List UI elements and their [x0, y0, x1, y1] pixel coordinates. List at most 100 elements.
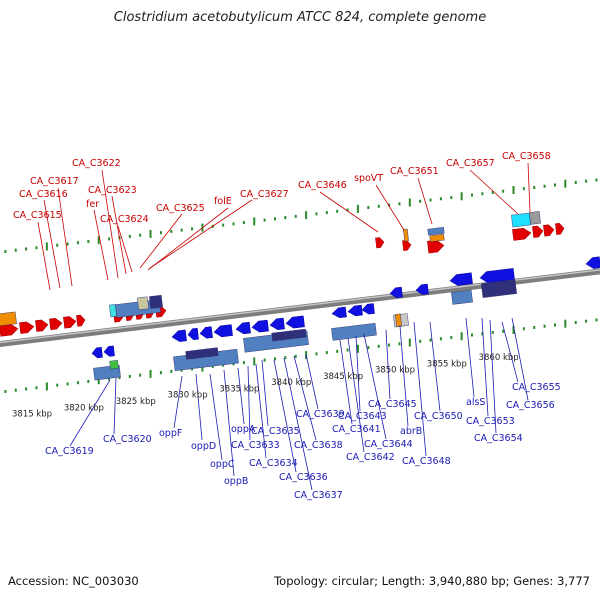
- lower-scale-dot: [284, 356, 287, 360]
- forward-gene-arrow: [555, 223, 565, 235]
- lower-scale-dot: [4, 389, 7, 393]
- reverse_genes-callout: [385, 329, 391, 400]
- reverse_genes-label: CA_C3656: [506, 400, 555, 411]
- upper-scale-dot: [149, 229, 152, 238]
- reverse_genes-label: CA_C3653: [466, 416, 515, 427]
- kbp-tick-label: 3830 kbp: [168, 391, 208, 401]
- lower-scale-dot: [139, 373, 142, 377]
- genome-summary: Topology: circular; Length: 3,940,880 bp…: [274, 574, 590, 588]
- lower-scale-dot: [574, 320, 577, 324]
- reverse_genes-callout: [293, 355, 317, 441]
- reverse_genes-callout: [355, 335, 361, 412]
- upper-scale-dot: [471, 193, 474, 197]
- reverse_genes-label: oppC: [210, 459, 235, 470]
- lower-scale-dot: [87, 379, 90, 383]
- upper-scale-dot: [139, 233, 142, 237]
- forward_genes-label: folE: [214, 196, 232, 207]
- upper-scale-dot: [242, 221, 245, 225]
- reverse_genes-callout: [69, 379, 111, 447]
- lower-scale-dot: [325, 351, 328, 355]
- reverse_genes-label: CA_C3643: [338, 411, 387, 422]
- lower-scale-dot: [253, 357, 256, 366]
- reverse_genes-callout: [209, 373, 223, 461]
- reverse_genes-label: CA_C3619: [45, 446, 94, 457]
- reverse_genes-label: CA_C3655: [512, 382, 561, 393]
- forward_genes-label: CA_C3617: [30, 176, 79, 187]
- kbp-tick-label: 3850 kbp: [375, 366, 415, 376]
- feature-block: [331, 323, 377, 341]
- upper-scale-dot: [533, 185, 536, 189]
- reverse-gene-arrow: [415, 283, 429, 295]
- upper-scale-dot: [336, 209, 339, 213]
- reverse_genes-callout: [223, 369, 235, 477]
- forward_genes-callout: [319, 191, 379, 233]
- lower-scale-dot: [242, 361, 245, 365]
- upper-scale-dot: [45, 242, 48, 251]
- upper-scale-dot: [502, 189, 505, 193]
- reverse_genes-callout: [339, 339, 353, 425]
- upper-scale-dot: [180, 228, 183, 232]
- reverse_genes-label: CA_C3638: [294, 440, 343, 451]
- upper-scale-dot: [56, 243, 59, 247]
- upper-scale-dot: [87, 239, 90, 243]
- forward_genes-label: CA_C3624: [100, 214, 149, 225]
- forward_genes-callout: [111, 195, 127, 275]
- lower-scale-dot: [553, 323, 556, 327]
- reverse_genes-label: CA_C3635: [251, 426, 300, 437]
- lower-scale-dot: [118, 376, 121, 380]
- kbp-tick-labels: 3815 kbp 3820 kbp 3825 kbp 3830 kbp 3835 kbp…: [12, 353, 519, 419]
- reverse_genes-label: CA_C3644: [364, 439, 413, 450]
- reverse-gene-arrow: [171, 329, 187, 342]
- upper-scale-dot: [367, 206, 370, 210]
- reverse_genes-callout: [465, 317, 475, 398]
- reverse_genes-callout: [261, 359, 269, 427]
- forward_genes-callout: [43, 199, 61, 289]
- reverse_genes-label: abrB: [400, 426, 422, 437]
- upper-scale-dot: [273, 217, 276, 221]
- lower-scale-dot: [56, 383, 59, 387]
- upper-scale-dot: [108, 237, 111, 241]
- upper-scale-dot: [450, 196, 453, 200]
- kbp-tick-label: 3835 kbp: [219, 384, 259, 394]
- upper-scale-dot: [595, 178, 598, 182]
- lower-scale-dot: [398, 342, 401, 346]
- reverse-gene-arrow: [285, 315, 305, 329]
- lower-scale-dot: [512, 325, 515, 334]
- upper-scale-dot: [263, 218, 266, 222]
- reverse-gene-arrow: [389, 286, 403, 299]
- reverse-gene-arrow: [251, 319, 269, 333]
- reverse-gene-arrow: [213, 324, 233, 338]
- upper-scale-dot: [356, 204, 359, 213]
- reverse_genes-callout: [489, 319, 497, 434]
- reverse-gene-arrow: [199, 326, 213, 339]
- forward_genes-label: CA_C3627: [240, 189, 289, 200]
- lower-scale-dot: [128, 374, 131, 378]
- feature-block: [529, 211, 541, 225]
- lower-scale-dot: [97, 376, 100, 385]
- forward_genes-label: CA_C3615: [13, 210, 62, 221]
- forward_genes-label: CA_C3616: [19, 189, 68, 200]
- upper-scale-dot: [4, 249, 7, 253]
- forward_genes-label: CA_C3658: [502, 151, 551, 162]
- forward_genes-label: CA_C3646: [298, 180, 347, 191]
- lower-scale-dot: [533, 325, 536, 329]
- lower-scale-dot: [481, 332, 484, 336]
- reverse-gene-arrow: [585, 256, 600, 269]
- reverse_genes-label: CA_C3634: [249, 458, 298, 469]
- upper-scale-dot: [159, 231, 162, 235]
- reverse_genes-label: CA_C3633: [231, 440, 280, 451]
- feature-block: [109, 360, 119, 370]
- upper-scale-dot: [481, 192, 484, 196]
- reverse-gene-arrow: [235, 321, 251, 335]
- upper-scale-dot: [76, 241, 79, 245]
- feature-block: [0, 311, 17, 327]
- lower-scale-dot: [491, 330, 494, 334]
- upper-scale-dot: [170, 229, 173, 233]
- reverse_genes-callout: [363, 333, 387, 440]
- reverse_genes-label: CA_C3648: [402, 456, 451, 467]
- feature-blocks: [0, 211, 541, 381]
- upper-scale-dot: [191, 227, 194, 231]
- lower-scale-dot: [45, 382, 48, 391]
- upper-scale-dot: [315, 212, 318, 216]
